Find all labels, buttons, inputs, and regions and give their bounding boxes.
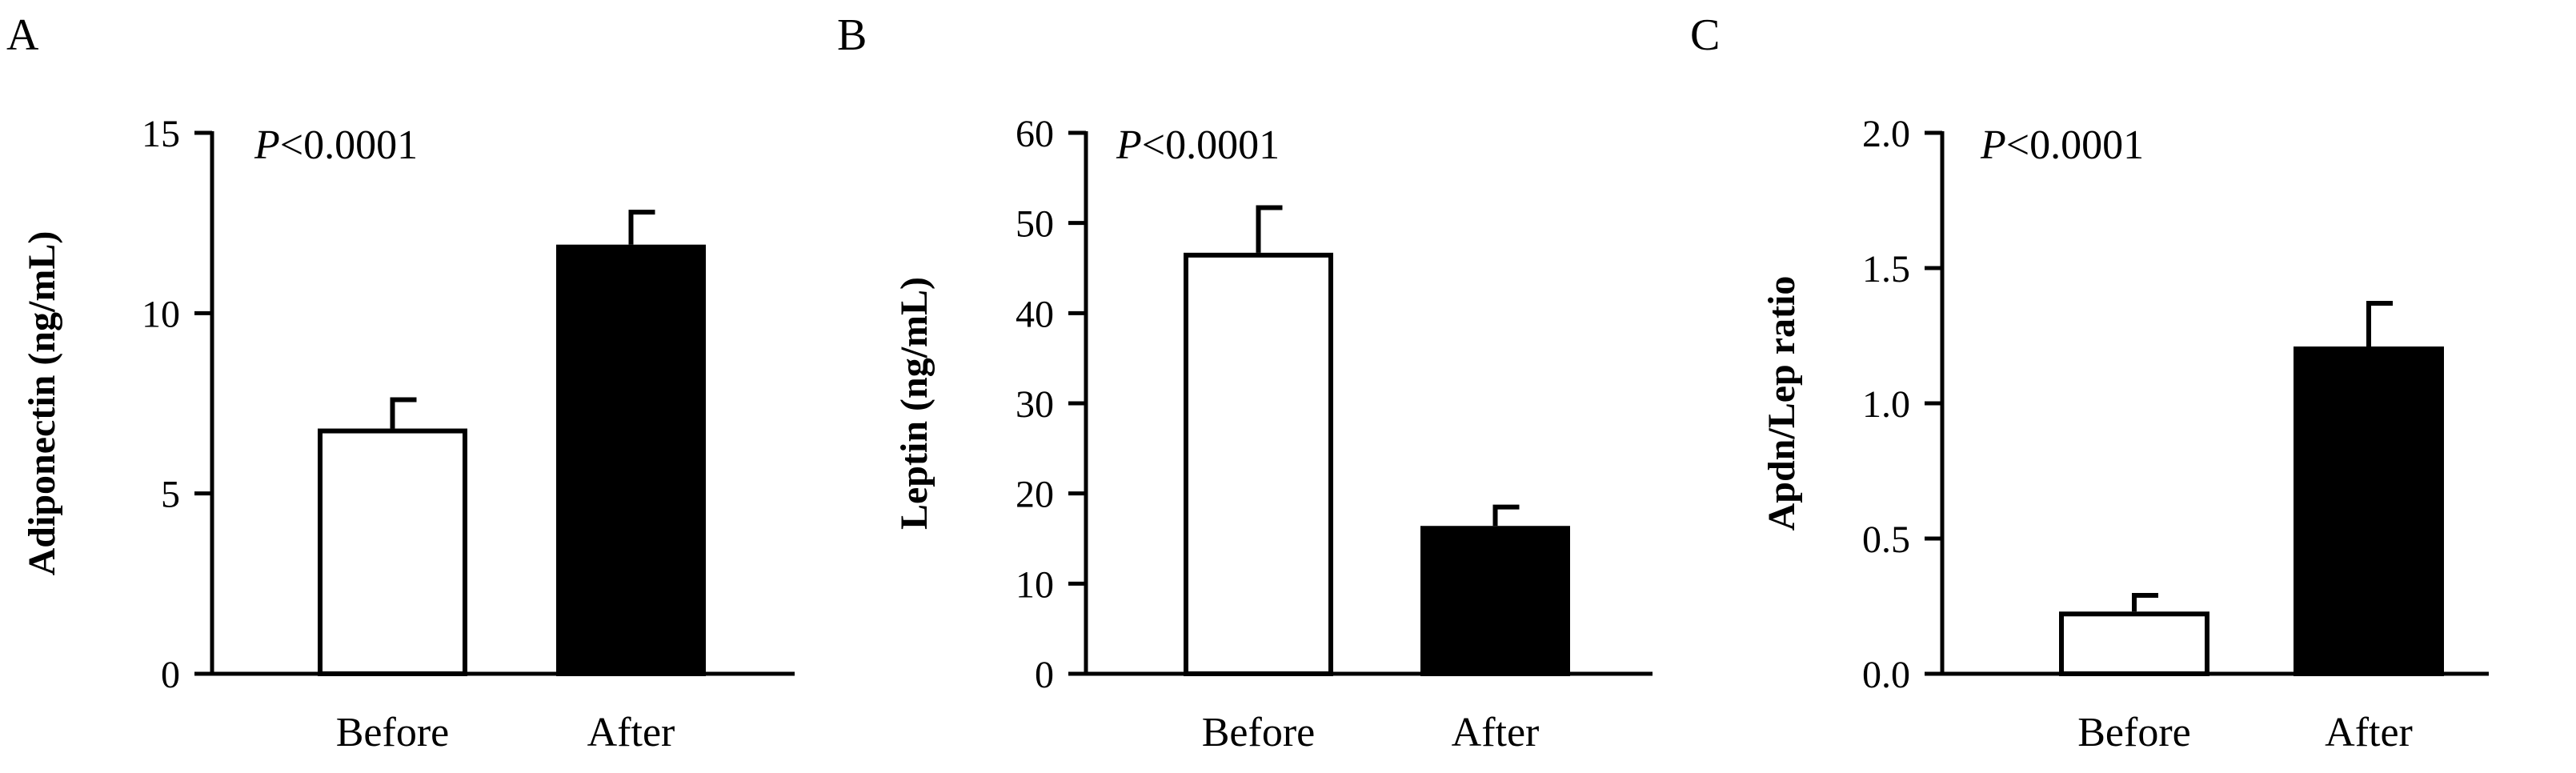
y-tick-label: 20 [1016, 474, 1054, 516]
bar-before [2059, 611, 2209, 677]
y-tick-label: 1.5 [1862, 248, 1910, 290]
y-tick-label: 5 [161, 474, 180, 516]
y-tick-label: 50 [1016, 203, 1054, 246]
y-tick-label: 60 [1016, 113, 1054, 155]
y-tick-label: 10 [142, 293, 180, 335]
y-axis-label: Adiponectin (ng/mL) [21, 231, 63, 576]
y-tick-label: 1.0 [1862, 383, 1910, 426]
y-tick-label: 2.0 [1862, 113, 1910, 155]
bar-before [1184, 252, 1333, 676]
y-tick-label: 0 [1035, 654, 1054, 696]
y-tick-label: 15 [142, 113, 180, 155]
panel-letter: B [837, 10, 867, 60]
y-tick-label: 10 [1016, 563, 1054, 606]
x-category-label: After [2325, 710, 2413, 755]
p-value-annotation: P<0.0001 [1980, 122, 2144, 168]
y-tick-label: 0 [161, 654, 180, 696]
y-tick-label: 40 [1016, 293, 1054, 335]
y-tick-label: 0.5 [1862, 519, 1910, 561]
x-category-label: Before [1202, 710, 1315, 755]
bar-before [318, 428, 467, 677]
y-axis-label: Leptin (ng/mL) [893, 277, 935, 530]
y-axis-label: Apdn/Lep ratio [1761, 276, 1803, 531]
panel-letter: A [6, 10, 39, 60]
bar-after [2294, 346, 2444, 676]
x-category-label: After [587, 710, 675, 755]
x-category-label: Before [336, 710, 449, 755]
y-tick-label: 0.0 [1862, 654, 1910, 696]
bar-after [1420, 526, 1570, 677]
chart-panel-a: A 0 5 10 15 Adiponectin (ng/mL) P<0.0001 Before… [6, 10, 795, 755]
p-value-annotation: P<0.0001 [254, 122, 418, 168]
x-category-label: Before [2077, 710, 2190, 755]
bar-after [556, 244, 706, 676]
p-value-annotation: P<0.0001 [1116, 122, 1280, 168]
chart-panel-b: B 0 10 20 30 40 50 60 Leptin (ng/mL) P<0.0001 Befo… [837, 10, 1653, 755]
chart-panel-c: C 0.0 0.5 1.0 1.5 2.0 Apdn/Lep ratio P<0.0001 Be… [1690, 10, 2489, 755]
x-category-label: After [1452, 710, 1540, 755]
panel-letter: C [1690, 10, 1720, 60]
y-tick-label: 30 [1016, 383, 1054, 426]
